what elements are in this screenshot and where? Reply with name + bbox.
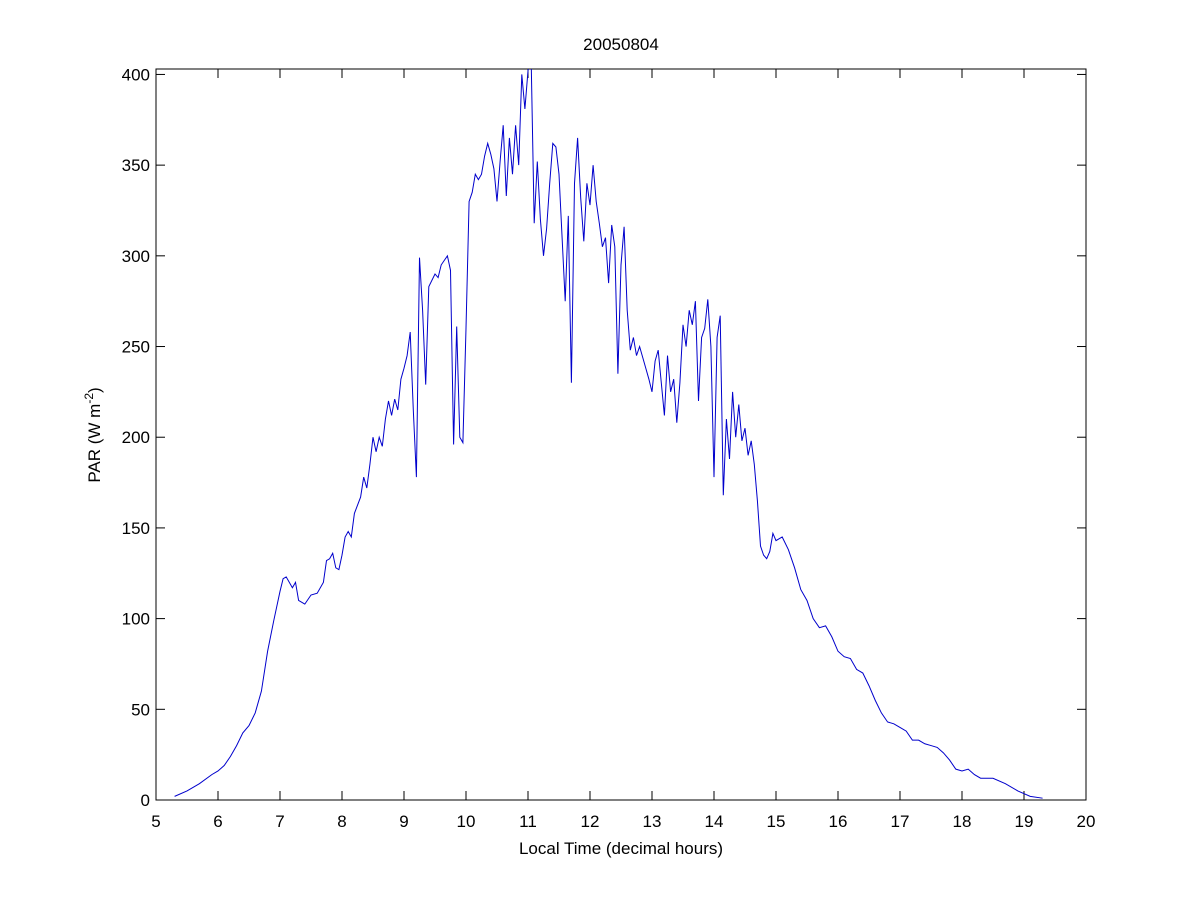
x-tick-label: 14: [705, 812, 724, 831]
plot-area: [155, 68, 1087, 801]
x-tick-label: 10: [457, 812, 476, 831]
x-tick-label: 8: [337, 812, 346, 831]
x-tick-label: 11: [519, 812, 537, 831]
y-tick-label: 350: [122, 156, 150, 175]
x-tick-label: 5: [151, 812, 160, 831]
x-tick-label: 13: [643, 812, 662, 831]
y-tick-label: 150: [122, 519, 150, 538]
x-tick-label: 6: [213, 812, 222, 831]
x-axis-label: Local Time (decimal hours): [519, 839, 723, 858]
x-tick-label: 16: [829, 812, 848, 831]
y-tick-label: 100: [122, 610, 150, 629]
y-axis-label: PAR (W m-2): [82, 387, 104, 482]
y-tick-label: 200: [122, 428, 150, 447]
x-tick-label: 20: [1077, 812, 1096, 831]
chart-title: 20050804: [583, 35, 659, 54]
x-tick-label: 9: [399, 812, 408, 831]
y-tick-label: 300: [122, 247, 150, 266]
x-tick-label: 15: [767, 812, 786, 831]
x-tick-label: 19: [1015, 812, 1034, 831]
x-tick-label: 18: [953, 812, 972, 831]
x-tick-label: 7: [275, 812, 284, 831]
data-line: [174, 69, 1043, 799]
x-tick-label: 12: [581, 812, 600, 831]
y-tick-label: 50: [131, 700, 150, 719]
x-tick-label: 17: [891, 812, 910, 831]
y-tick-label: 0: [141, 791, 150, 810]
y-tick-label: 400: [122, 65, 150, 84]
y-axis-label-end: ): [85, 387, 104, 393]
y-axis-label-text: PAR (W m: [85, 404, 104, 483]
y-axis-label-sup: -2: [82, 393, 96, 404]
y-tick-label: 250: [122, 338, 150, 357]
